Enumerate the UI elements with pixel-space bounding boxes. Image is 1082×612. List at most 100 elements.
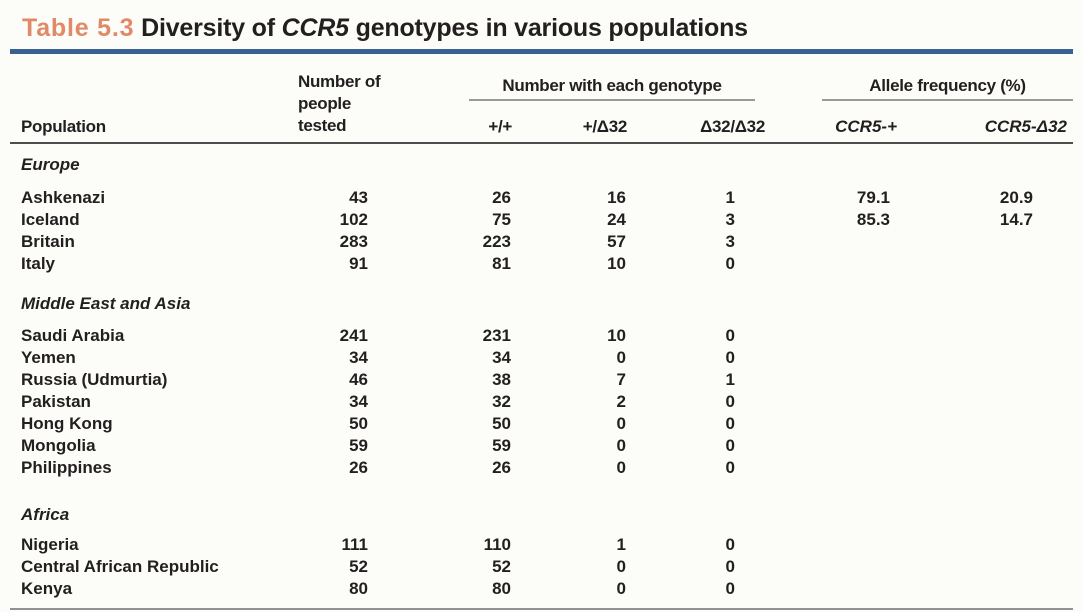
table-row: Nigeria 111 110 1 0 (10, 534, 1073, 556)
population-cell: Saudi Arabia (21, 326, 125, 345)
table-row: Italy 91 81 10 0 (10, 253, 1073, 275)
population-cell: Italy (21, 254, 56, 273)
genotype-plus-delta32-cell: 16 (607, 188, 626, 207)
column-header-genotype-plus-plus: +/+ (369, 101, 512, 144)
tested-count-cell: 59 (349, 436, 368, 455)
title-divider-rule (10, 49, 1073, 54)
freq-ccr5-plus-cell (765, 457, 897, 479)
section-row: Africa (10, 479, 1073, 534)
freq-ccr5-plus-cell (765, 253, 897, 275)
population-cell: Nigeria (21, 535, 79, 554)
genotype-plus-delta32-cell: 2 (616, 392, 626, 411)
freq-ccr5-delta32-cell (897, 325, 1073, 347)
tested-count-cell: 91 (349, 254, 368, 273)
genotype-delta32-delta32-cell: 0 (725, 392, 735, 411)
table-header: Population Number of people tested Numbe… (10, 54, 1073, 144)
table-row: Hong Kong 50 50 0 0 (10, 413, 1073, 435)
section-label: Middle East and Asia (21, 294, 191, 313)
title-text-after: genotypes in various populations (348, 14, 748, 42)
genotype-plus-plus-cell: 34 (492, 348, 511, 367)
genotype-plus-delta32-cell: 0 (616, 458, 626, 477)
population-cell: Russia (Udmurtia) (21, 370, 168, 389)
freq-ccr5-delta32-cell (897, 391, 1073, 413)
column-header-allele-ccr5-plus: CCR5-+ (765, 101, 897, 144)
genotype-delta32-delta32-cell: 0 (725, 557, 735, 576)
table-container: Population Number of people tested Numbe… (10, 54, 1073, 610)
genotype-delta32-delta32-cell: 0 (725, 326, 735, 345)
column-header-allele-ccr5-delta32: CCR5-Δ32 (897, 101, 1073, 144)
genotype-plus-delta32-cell: 7 (616, 370, 626, 389)
column-header-number-tested: Number of people tested (298, 54, 381, 144)
table-row: Philippines 26 26 0 0 (10, 457, 1073, 479)
genotype-plus-delta32-cell: 10 (607, 254, 626, 273)
column-header-population: Population (10, 54, 298, 144)
table-row: Pakistan 34 32 2 0 (10, 391, 1073, 413)
genotype-delta32-delta32-cell: 3 (725, 210, 735, 229)
population-cell: Ashkenazi (21, 188, 106, 207)
genotype-delta32-delta32-cell: 0 (725, 458, 735, 477)
genotype-plus-delta32-cell: 0 (616, 579, 626, 598)
table-row: Kenya 80 80 0 0 (10, 578, 1073, 600)
freq-ccr5-plus-cell (765, 391, 897, 413)
genotype-plus-plus-cell: 32 (492, 392, 511, 411)
tested-count-cell: 26 (349, 458, 368, 477)
genotype-plus-delta32-cell: 24 (607, 210, 626, 229)
table-row: Saudi Arabia 241 231 10 0 (10, 325, 1073, 347)
freq-ccr5-plus-cell (765, 556, 897, 578)
tested-count-cell: 46 (349, 370, 368, 389)
population-cell: Central African Republic (21, 557, 219, 576)
genotype-plus-plus-cell: 52 (492, 557, 511, 576)
tested-count-cell: 80 (349, 579, 368, 598)
table-body: Europe Ashkenazi 43 26 16 1 79.1 20.9 Iceland 102… (10, 143, 1073, 600)
freq-ccr5-delta32-cell (897, 534, 1073, 556)
genotype-delta32-delta32-cell: 0 (725, 535, 735, 554)
genotype-plus-delta32-cell: 10 (607, 326, 626, 345)
genotype-plus-delta32-cell: 0 (616, 557, 626, 576)
genotype-plus-plus-cell: 231 (482, 326, 511, 345)
gene-name: CCR5 (281, 14, 349, 42)
freq-ccr5-plus-cell: 79.1 (856, 188, 890, 207)
freq-ccr5-delta32-cell: 20.9 (999, 188, 1033, 207)
section-label: Africa (21, 505, 70, 524)
freq-ccr5-plus-cell (765, 534, 897, 556)
genotype-delta32-delta32-cell: 1 (725, 370, 735, 389)
table-row: Britain 283 223 57 3 (10, 231, 1073, 253)
table-row: Iceland 102 75 24 3 85.3 14.7 (10, 209, 1073, 231)
genotype-plus-plus-cell: 110 (483, 535, 511, 554)
population-cell: Yemen (21, 348, 76, 367)
tested-count-cell: 43 (349, 188, 368, 207)
population-cell: Hong Kong (21, 414, 113, 433)
tested-count-cell: 283 (339, 232, 368, 251)
population-cell: Pakistan (21, 392, 91, 411)
freq-ccr5-delta32-cell (897, 231, 1073, 253)
freq-ccr5-delta32-cell (897, 556, 1073, 578)
genotype-plus-delta32-cell: 57 (607, 232, 626, 251)
tested-count-cell: 52 (349, 557, 368, 576)
genotype-plus-plus-cell: 26 (492, 188, 511, 207)
genotype-plus-plus-cell: 38 (492, 370, 511, 389)
genotype-delta32-delta32-cell: 0 (725, 579, 735, 598)
genotype-delta32-delta32-cell: 0 (725, 414, 735, 433)
genotype-plus-plus-cell: 223 (482, 232, 511, 251)
genotype-delta32-delta32-cell: 0 (725, 348, 735, 367)
section-row: Middle East and Asia (10, 275, 1073, 325)
genotype-plus-delta32-cell: 0 (616, 436, 626, 455)
genotype-plus-plus-cell: 81 (492, 254, 511, 273)
freq-ccr5-plus-cell (765, 435, 897, 457)
table-row: Central African Republic 52 52 0 0 (10, 556, 1073, 578)
genotype-plus-delta32-cell: 0 (616, 348, 626, 367)
freq-ccr5-delta32-cell (897, 578, 1073, 600)
tested-count-cell: 50 (349, 414, 368, 433)
freq-ccr5-delta32-cell (897, 457, 1073, 479)
table-row: Ashkenazi 43 26 16 1 79.1 20.9 (10, 187, 1073, 209)
freq-ccr5-delta32-cell (897, 413, 1073, 435)
genotype-delta32-delta32-cell: 1 (725, 188, 735, 207)
population-cell: Philippines (21, 458, 112, 477)
genotype-plus-delta32-cell: 0 (616, 414, 626, 433)
freq-ccr5-plus-cell (765, 369, 897, 391)
freq-ccr5-plus-cell (765, 413, 897, 435)
genotype-plus-plus-cell: 75 (492, 210, 511, 229)
tested-count-cell: 34 (349, 392, 368, 411)
freq-ccr5-delta32-cell (897, 435, 1073, 457)
